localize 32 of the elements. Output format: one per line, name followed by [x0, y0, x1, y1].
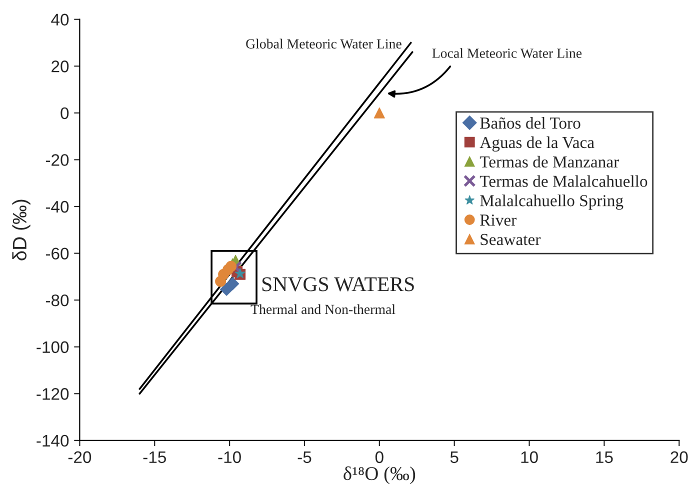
y-tick-label: 0 [60, 107, 69, 120]
legend-label: Baños del Toro [480, 117, 580, 129]
x-tick-label: 15 [596, 451, 613, 464]
y-axis-title: δD (‰) [12, 200, 30, 260]
y-tick-label: 20 [52, 60, 69, 72]
y-tick-label: -100 [36, 341, 69, 354]
legend-label: Termas de Manzanar [480, 156, 619, 168]
series-label: Local Meteoric Water Line [432, 48, 582, 58]
x-tick-label: -10 [218, 451, 241, 464]
y-tick-label: -40 [46, 200, 69, 213]
y-tick-label: -140 [36, 434, 69, 447]
annotation: Thermal and Non-thermal [250, 304, 396, 314]
x-axis-title: δ¹⁸O (‰) [344, 466, 416, 484]
y-tick-label: 40 [51, 14, 69, 26]
annotation: SNVGS WATERS [262, 277, 414, 292]
x-tick-label: 10 [521, 451, 538, 464]
y-tick-label: -80 [46, 294, 69, 306]
x-tick-label: 5 [450, 451, 458, 464]
x-tick-label: -5 [298, 451, 312, 464]
legend-label: Termas de Malalcahuello [480, 175, 648, 187]
y-tick-label: -20 [46, 154, 69, 166]
x-tick-label: -15 [143, 451, 166, 464]
legend-label: Malalcahuello Spring [480, 194, 624, 210]
x-tick-label: 0 [375, 451, 384, 464]
y-tick-label: -60 [46, 248, 69, 260]
legend-label: Seawater [480, 234, 541, 246]
x-tick-label: -20 [68, 451, 92, 464]
legend-label: Aguas de la Vaca [480, 136, 594, 152]
x-tick-label: 20 [670, 451, 688, 464]
y-tick-label: -120 [36, 388, 69, 400]
series-label: Global Meteoric Water Line [246, 38, 402, 49]
legend-label: River [480, 214, 516, 226]
